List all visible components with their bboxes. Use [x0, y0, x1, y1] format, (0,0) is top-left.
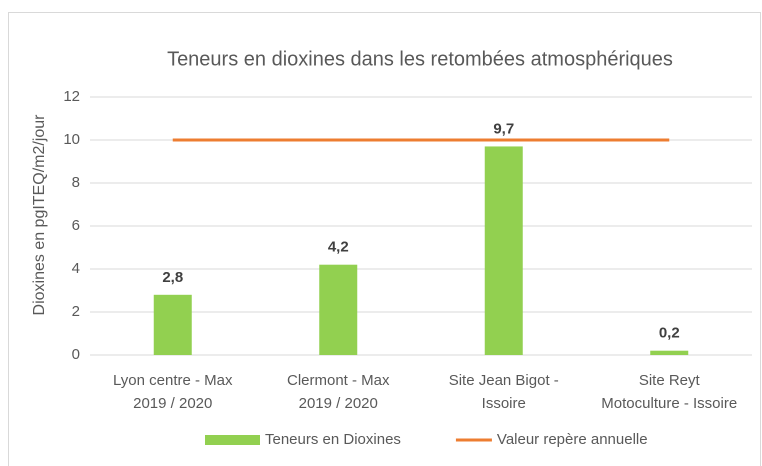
data-label: 2,8 [162, 269, 183, 286]
x-tick-label: 2019 / 2020 [299, 395, 378, 412]
y-tick-label: 0 [72, 346, 80, 363]
x-tick-label: Motoculture - Issoire [601, 395, 737, 412]
bar [153, 294, 192, 355]
x-tick-label: Clermont - Max [287, 372, 390, 389]
y-tick-label: 6 [72, 217, 80, 234]
legend-label: Valeur repère annuelle [497, 431, 648, 448]
data-label: 0,2 [659, 325, 680, 342]
legend-swatch [205, 435, 260, 445]
chart-border [8, 12, 761, 466]
data-label: 4,2 [328, 239, 349, 256]
x-tick-label: Site Reyt [639, 372, 701, 389]
y-axis-title: Dioxines en pgITEQ/m2/jour [31, 114, 48, 316]
bar [650, 350, 689, 355]
legend-label: Teneurs en Dioxines [265, 431, 401, 448]
x-tick-label: Issoire [482, 395, 526, 412]
x-tick-label: Lyon centre - Max [113, 372, 233, 389]
y-tick-label: 10 [63, 131, 80, 148]
x-tick-label: Site Jean Bigot - [449, 372, 559, 389]
y-tick-label: 2 [72, 303, 80, 320]
y-tick-label: 12 [63, 88, 80, 105]
chart-title: Teneurs en dioxines dans les retombées a… [167, 48, 673, 70]
y-tick-label: 4 [72, 260, 80, 277]
data-label: 9,7 [493, 120, 514, 137]
y-tick-label: 8 [72, 174, 80, 191]
x-tick-label: 2019 / 2020 [133, 395, 212, 412]
bar [484, 146, 523, 355]
bar [319, 264, 358, 355]
